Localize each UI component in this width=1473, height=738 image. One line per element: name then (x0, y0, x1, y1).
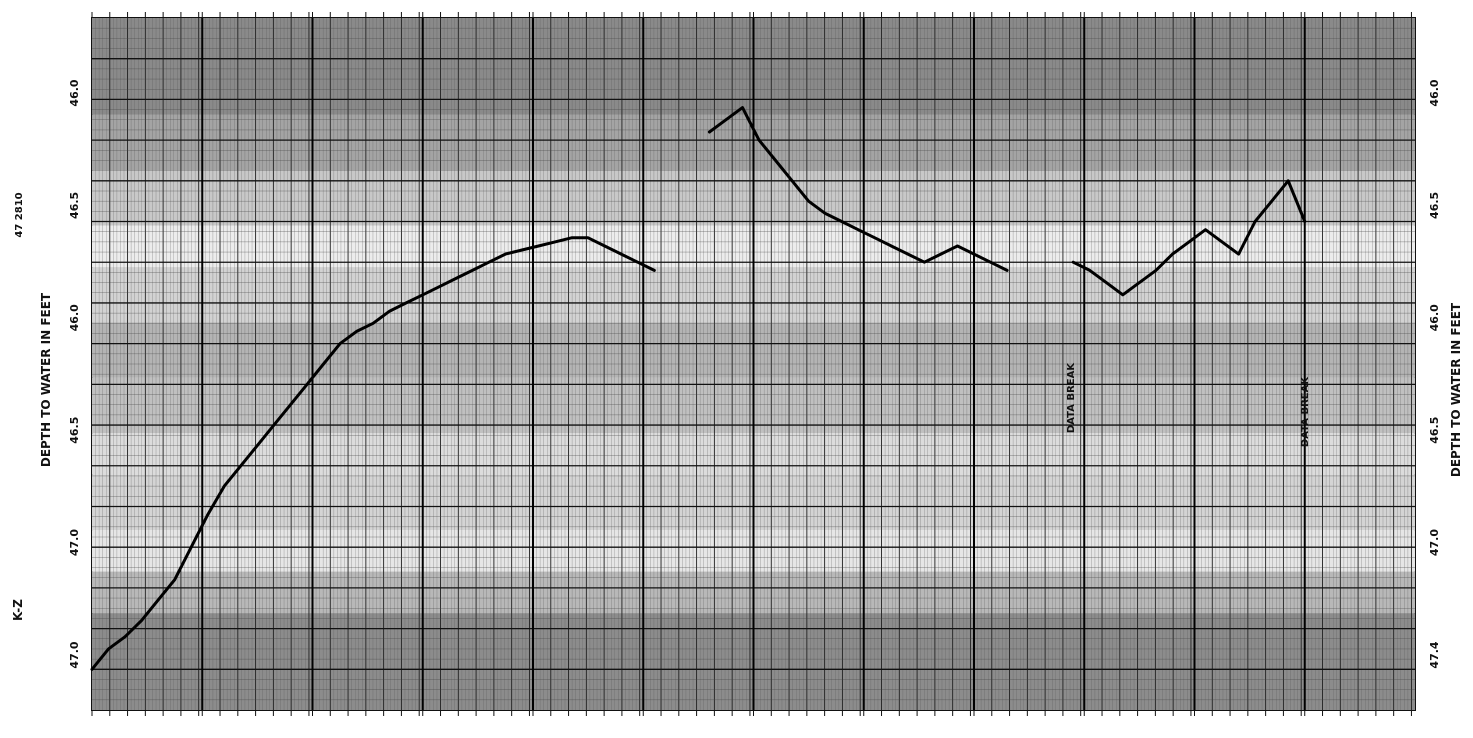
data-point (1121, 293, 1125, 296)
y-tick-label-right: 46.0 (1428, 304, 1441, 331)
data-point (388, 309, 391, 313)
data-point (890, 244, 893, 248)
chart-series (90, 106, 1307, 671)
data-point (371, 322, 375, 325)
data-point (190, 546, 193, 549)
data-point (338, 342, 342, 345)
data-point (906, 252, 910, 256)
data-point (741, 106, 744, 109)
data-point (1088, 269, 1092, 272)
y-tick-label-right: 46.5 (1428, 192, 1441, 219)
side-label: K-Z (11, 599, 25, 621)
data-point (790, 179, 794, 182)
y-tick-label-left: 46.0 (68, 304, 81, 331)
data-point (603, 244, 606, 248)
data-point (724, 118, 728, 122)
data-point (140, 619, 143, 622)
data-point (421, 293, 424, 296)
data-point (857, 228, 860, 231)
data-point (1154, 269, 1158, 272)
data-point (1005, 269, 1009, 272)
data-break-annotation-1: DATA BREAK (1066, 362, 1077, 433)
data-point (774, 159, 777, 162)
data-point (1171, 252, 1174, 256)
data-point (620, 252, 623, 256)
data-point (570, 236, 573, 239)
data-point (708, 130, 711, 134)
data-point (289, 403, 292, 406)
data-point (873, 236, 876, 239)
data-point (1105, 281, 1108, 284)
data-point (256, 444, 259, 447)
data-point (223, 484, 226, 488)
data-point (1187, 240, 1191, 244)
data-point (807, 200, 810, 203)
data-point (123, 635, 127, 638)
y-tick-label-left: 47.0 (68, 529, 81, 556)
data-point (1253, 220, 1257, 223)
data-point (322, 362, 325, 366)
data-point (757, 138, 761, 142)
data-point (173, 578, 176, 581)
data-point (156, 598, 160, 602)
y-tick-label-left: 46.5 (68, 192, 81, 219)
data-point (653, 269, 656, 272)
data-point (355, 330, 358, 333)
data-break-annotation-2: DATA BREAK (1300, 376, 1311, 447)
data-point (1303, 220, 1307, 223)
data-point (1220, 240, 1224, 244)
data-point (537, 244, 540, 248)
data-point (923, 261, 926, 264)
data-point (972, 252, 976, 256)
data-point (636, 261, 639, 264)
data-point (1138, 281, 1141, 284)
data-point (405, 301, 408, 305)
data-point (272, 423, 276, 427)
data-point (471, 269, 474, 272)
data-point (438, 285, 441, 288)
y-tick-label-left: 47.0 (68, 641, 81, 668)
data-point (1270, 200, 1273, 203)
y-tick-label-right: 46.5 (1428, 417, 1441, 444)
data-point (454, 277, 457, 280)
data-point (956, 244, 959, 248)
y-axis-title-left: DEPTH TO WATER IN FEET (39, 292, 53, 467)
y-tick-label-left: 46.0 (68, 79, 81, 106)
data-point (1237, 252, 1240, 256)
data-point (504, 252, 507, 256)
data-point (1287, 179, 1290, 182)
data-point (90, 668, 94, 671)
data-point (989, 261, 992, 264)
data-point (239, 464, 242, 467)
y-tick-label-right: 46.0 (1428, 79, 1441, 106)
station-id: 47 2810 (14, 192, 25, 237)
data-point (840, 220, 843, 223)
data-point (939, 252, 943, 256)
data-point (487, 261, 491, 264)
data-point (553, 240, 557, 244)
y-tick-label-right: 47.0 (1428, 529, 1441, 556)
data-point (206, 513, 209, 516)
y-tick-label-right: 47.4 (1428, 641, 1441, 668)
data-point (107, 647, 110, 651)
data-point (1204, 228, 1207, 231)
data-point (824, 212, 827, 215)
data-point (1072, 261, 1075, 264)
data-point (305, 383, 309, 386)
y-tick-label-left: 46.5 (68, 417, 81, 444)
y-axis-title-right: DEPTH TO WATER IN FEET (1449, 302, 1463, 477)
chart-ticks: 46.0 46.0 46.5 46.5 46.0 46.0 46.5 46.5 47.0 47.0… (68, 12, 1441, 716)
data-point (586, 236, 590, 239)
data-point (520, 248, 524, 252)
